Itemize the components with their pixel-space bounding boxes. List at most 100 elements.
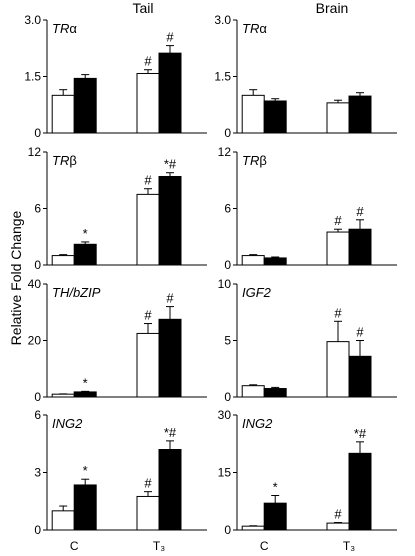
y-tick-label: 0 [224, 523, 231, 537]
panel-tail-1: 0 1.5 3.0 TRα # # [24, 13, 207, 140]
gene-label-italic: ING2 [52, 416, 83, 431]
gene-label: TRα [242, 21, 267, 36]
y-tick-label: 0 [34, 258, 41, 272]
bar-open [136, 332, 160, 398]
bar-solid [348, 95, 372, 134]
significance-mark: # [144, 173, 152, 188]
significance-mark: *# [164, 425, 177, 440]
y-tick-label: 5 [224, 334, 231, 348]
significance-mark: # [166, 291, 174, 306]
significance-mark: # [334, 507, 342, 522]
significance-mark: * [83, 375, 88, 390]
bar-open [326, 522, 350, 531]
bar-open [241, 94, 265, 134]
significance-mark: * [273, 480, 278, 495]
bar-solid [73, 243, 97, 266]
bar-open [136, 495, 160, 531]
bar-solid [263, 502, 287, 531]
panel-brain-2: 0 6 12 TRβ # # [218, 145, 397, 272]
gene-label: ING2 [242, 416, 273, 431]
y-tick-label: 12 [218, 145, 232, 159]
y-tick-label: 0 [224, 126, 231, 140]
bar-solid [73, 484, 97, 531]
significance-mark: *# [354, 426, 367, 441]
gene-label-italic: TR [52, 21, 69, 36]
bar-solid [348, 355, 372, 398]
gene-label-italic: IGF2 [242, 285, 272, 300]
bar-open [51, 94, 75, 134]
bar-open [51, 510, 75, 531]
gene-label-symbol: β [259, 153, 266, 168]
x-tick-label: T₃ [153, 539, 165, 553]
bar-open [241, 255, 265, 266]
gene-label: TRβ [242, 153, 267, 168]
gene-label: ING2 [52, 416, 83, 431]
significance-mark: *# [164, 157, 177, 172]
bar-solid [263, 100, 287, 134]
y-tick-label: 6 [224, 202, 231, 216]
bar-open [241, 525, 265, 531]
bar-open [51, 393, 75, 398]
bar-open [326, 102, 350, 134]
bar-solid [348, 228, 372, 266]
significance-mark: # [144, 476, 152, 491]
column-title-tail: Tail [132, 0, 154, 16]
y-tick-label: 0 [224, 258, 231, 272]
significance-mark: * [83, 463, 88, 478]
significance-mark: # [144, 308, 152, 323]
bar-solid [263, 257, 287, 266]
bar-solid [158, 318, 182, 398]
y-tick-label: 6 [34, 408, 41, 422]
significance-mark: * [83, 226, 88, 241]
significance-mark: # [356, 204, 364, 219]
y-tick-label: 0 [224, 390, 231, 404]
y-tick-label: 0 [34, 126, 41, 140]
y-tick-label: 3.0 [24, 13, 41, 27]
y-tick-label: 0 [34, 523, 41, 537]
bar-solid [263, 388, 287, 398]
y-tick-label: 12 [28, 145, 42, 159]
significance-mark: # [334, 305, 342, 320]
gene-label-symbol: α [69, 21, 77, 36]
x-tick-label: C [70, 539, 79, 553]
x-tick-label: T₃ [343, 539, 355, 553]
gene-label: TRβ [52, 153, 77, 168]
bar-open [136, 72, 160, 134]
gene-label: IGF2 [242, 285, 272, 300]
y-tick-label: 30 [218, 408, 232, 422]
gene-label: TH/bZIP [52, 285, 101, 300]
y-tick-label: 1.5 [24, 70, 41, 84]
y-tick-label: 3 [34, 466, 41, 480]
bar-solid [158, 449, 182, 531]
y-tick-label: 0 [34, 390, 41, 404]
column-title-brain: Brain [315, 0, 349, 16]
bar-solid [158, 52, 182, 134]
y-tick-label: 6 [34, 202, 41, 216]
significance-mark: # [334, 213, 342, 228]
bar-solid [73, 77, 97, 134]
panel-brain-3: 0 5 10 IGF2 # # [218, 277, 397, 404]
gene-label-italic: TR [52, 153, 69, 168]
bar-solid [348, 452, 372, 531]
y-tick-label: 10 [218, 277, 232, 291]
panel-brain-1: 0 1.5 3.0 TRα [214, 13, 397, 140]
x-tick-label: C [260, 539, 269, 553]
significance-mark: # [166, 30, 174, 45]
gene-label-symbol: β [69, 153, 76, 168]
gene-label-italic: TR [242, 21, 259, 36]
bar-open [136, 193, 160, 266]
significance-mark: # [144, 54, 152, 69]
panel-tail-3: 0 20 40 TH/bZIP * # # [28, 277, 207, 404]
y-tick-label: 15 [218, 466, 232, 480]
bar-solid [158, 175, 182, 266]
bar-open [326, 341, 350, 398]
gene-label-symbol: α [259, 21, 267, 36]
y-tick-label: 40 [28, 277, 42, 291]
gene-label-italic: ING2 [242, 416, 273, 431]
y-tick-label: 3.0 [214, 13, 231, 27]
bar-open [51, 255, 75, 266]
